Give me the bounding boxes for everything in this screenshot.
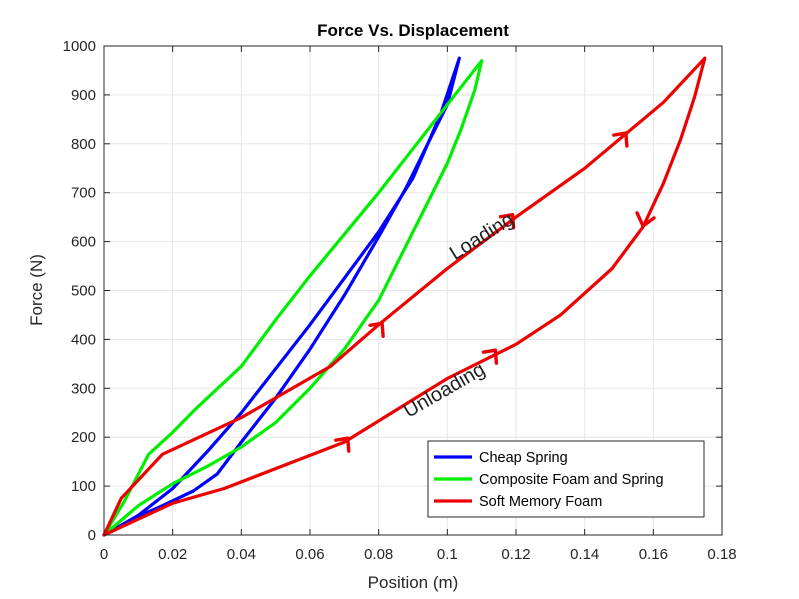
direction-arrows — [334, 131, 656, 453]
x-tick-label: 0.14 — [570, 546, 599, 563]
chart-title: Force Vs. Displacement — [317, 21, 509, 40]
x-tick-label: 0 — [100, 546, 108, 563]
series-line-2 — [102, 56, 707, 537]
x-tick-label: 0.06 — [295, 546, 324, 563]
arrow-head-4 — [481, 348, 499, 365]
legend-box — [427, 440, 705, 518]
x-tick-label: 0.18 — [707, 546, 736, 563]
x-tick-label: 0.16 — [639, 546, 668, 563]
y-tick-label: 600 — [71, 234, 96, 251]
x-axis-label: Position (m) — [368, 573, 459, 592]
y-axis-label: Force (N) — [27, 254, 46, 326]
series-line-1 — [102, 59, 484, 537]
arrow-head-5 — [334, 436, 351, 453]
y-tick-label: 0 — [88, 527, 96, 544]
x-tick-label: 0.04 — [227, 546, 256, 563]
series-lines — [102, 56, 707, 537]
x-tick-label: 0.1 — [437, 546, 458, 563]
y-tick-label: 800 — [71, 136, 96, 153]
arrow-head-1 — [498, 213, 516, 230]
y-tick-label: 200 — [71, 429, 96, 446]
y-tick-label: 300 — [71, 380, 96, 397]
arrow-head-2 — [612, 131, 629, 148]
series-line-0 — [102, 56, 461, 537]
y-tick-label: 400 — [71, 331, 96, 348]
legend-label-0: Cheap Spring — [479, 450, 568, 466]
arrow-head-3 — [635, 211, 656, 228]
y-tick-label: 900 — [71, 87, 96, 104]
legend-label-1: Composite Foam and Spring — [479, 472, 664, 488]
y-tick-label: 500 — [71, 283, 96, 300]
legend: Cheap Spring Composite Foam and Spring Sof… — [427, 440, 705, 518]
y-tick-label: 1000 — [63, 38, 96, 55]
x-tick-label: 0.08 — [364, 546, 393, 563]
x-tick-label: 0.12 — [501, 546, 530, 563]
y-axis-ticks: 0 100 200 300 400 500 600 700 800 900 1000 — [63, 38, 722, 544]
y-tick-label: 100 — [71, 478, 96, 495]
arrow-head-0 — [368, 321, 385, 338]
x-tick-label: 0.02 — [158, 546, 187, 563]
x-axis-ticks: 0 0.02 0.04 0.06 0.08 0.1 0.12 0.14 0.16 0.18 — [100, 46, 737, 563]
legend-label-2: Soft Memory Foam — [479, 494, 602, 510]
y-tick-label: 700 — [71, 185, 96, 202]
